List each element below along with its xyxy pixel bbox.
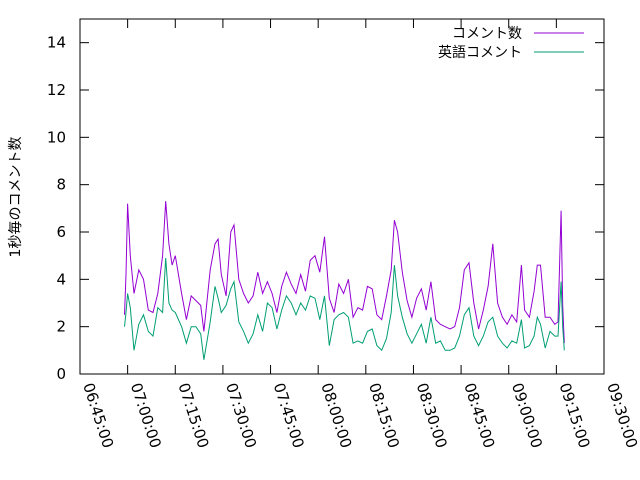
y-axis-label: 1秒毎のコメント数 [8,137,24,258]
series-line-1 [124,201,565,344]
series-line-2 [124,257,565,360]
y-tick-label: 0 [56,365,66,383]
legend-label-1: コメント数 [452,26,522,42]
x-tick-label: 07:15:00 [174,381,212,451]
x-tick-label: 06:45:00 [79,381,117,451]
x-tick-label: 09:30:00 [603,381,640,451]
y-tick-label: 12 [47,81,66,99]
x-tick-label: 07:30:00 [222,381,260,451]
y-tick-label: 10 [47,128,66,146]
plot-frame [79,18,605,375]
y-axis: 0 2 4 6 8 10 12 14 [47,34,604,383]
x-tick-label: 07:45:00 [270,381,308,451]
x-tick-label: 08:00:00 [317,381,355,451]
x-tick-label: 08:15:00 [365,381,403,451]
legend-label-2: 英語コメント [438,44,522,61]
chart-marks [124,201,565,360]
y-tick-label: 6 [56,223,66,241]
x-tick-label: 09:00:00 [508,381,546,451]
x-tick-label: 09:15:00 [556,381,594,451]
x-tick-label: 07:00:00 [127,381,165,451]
y-tick-label: 2 [56,318,66,336]
y-tick-label: 8 [56,176,66,194]
x-tick-label: 08:45:00 [460,381,498,451]
x-tick-label: 08:30:00 [413,381,451,451]
y-tick-label: 4 [56,270,66,288]
y-tick-label: 14 [47,34,66,52]
